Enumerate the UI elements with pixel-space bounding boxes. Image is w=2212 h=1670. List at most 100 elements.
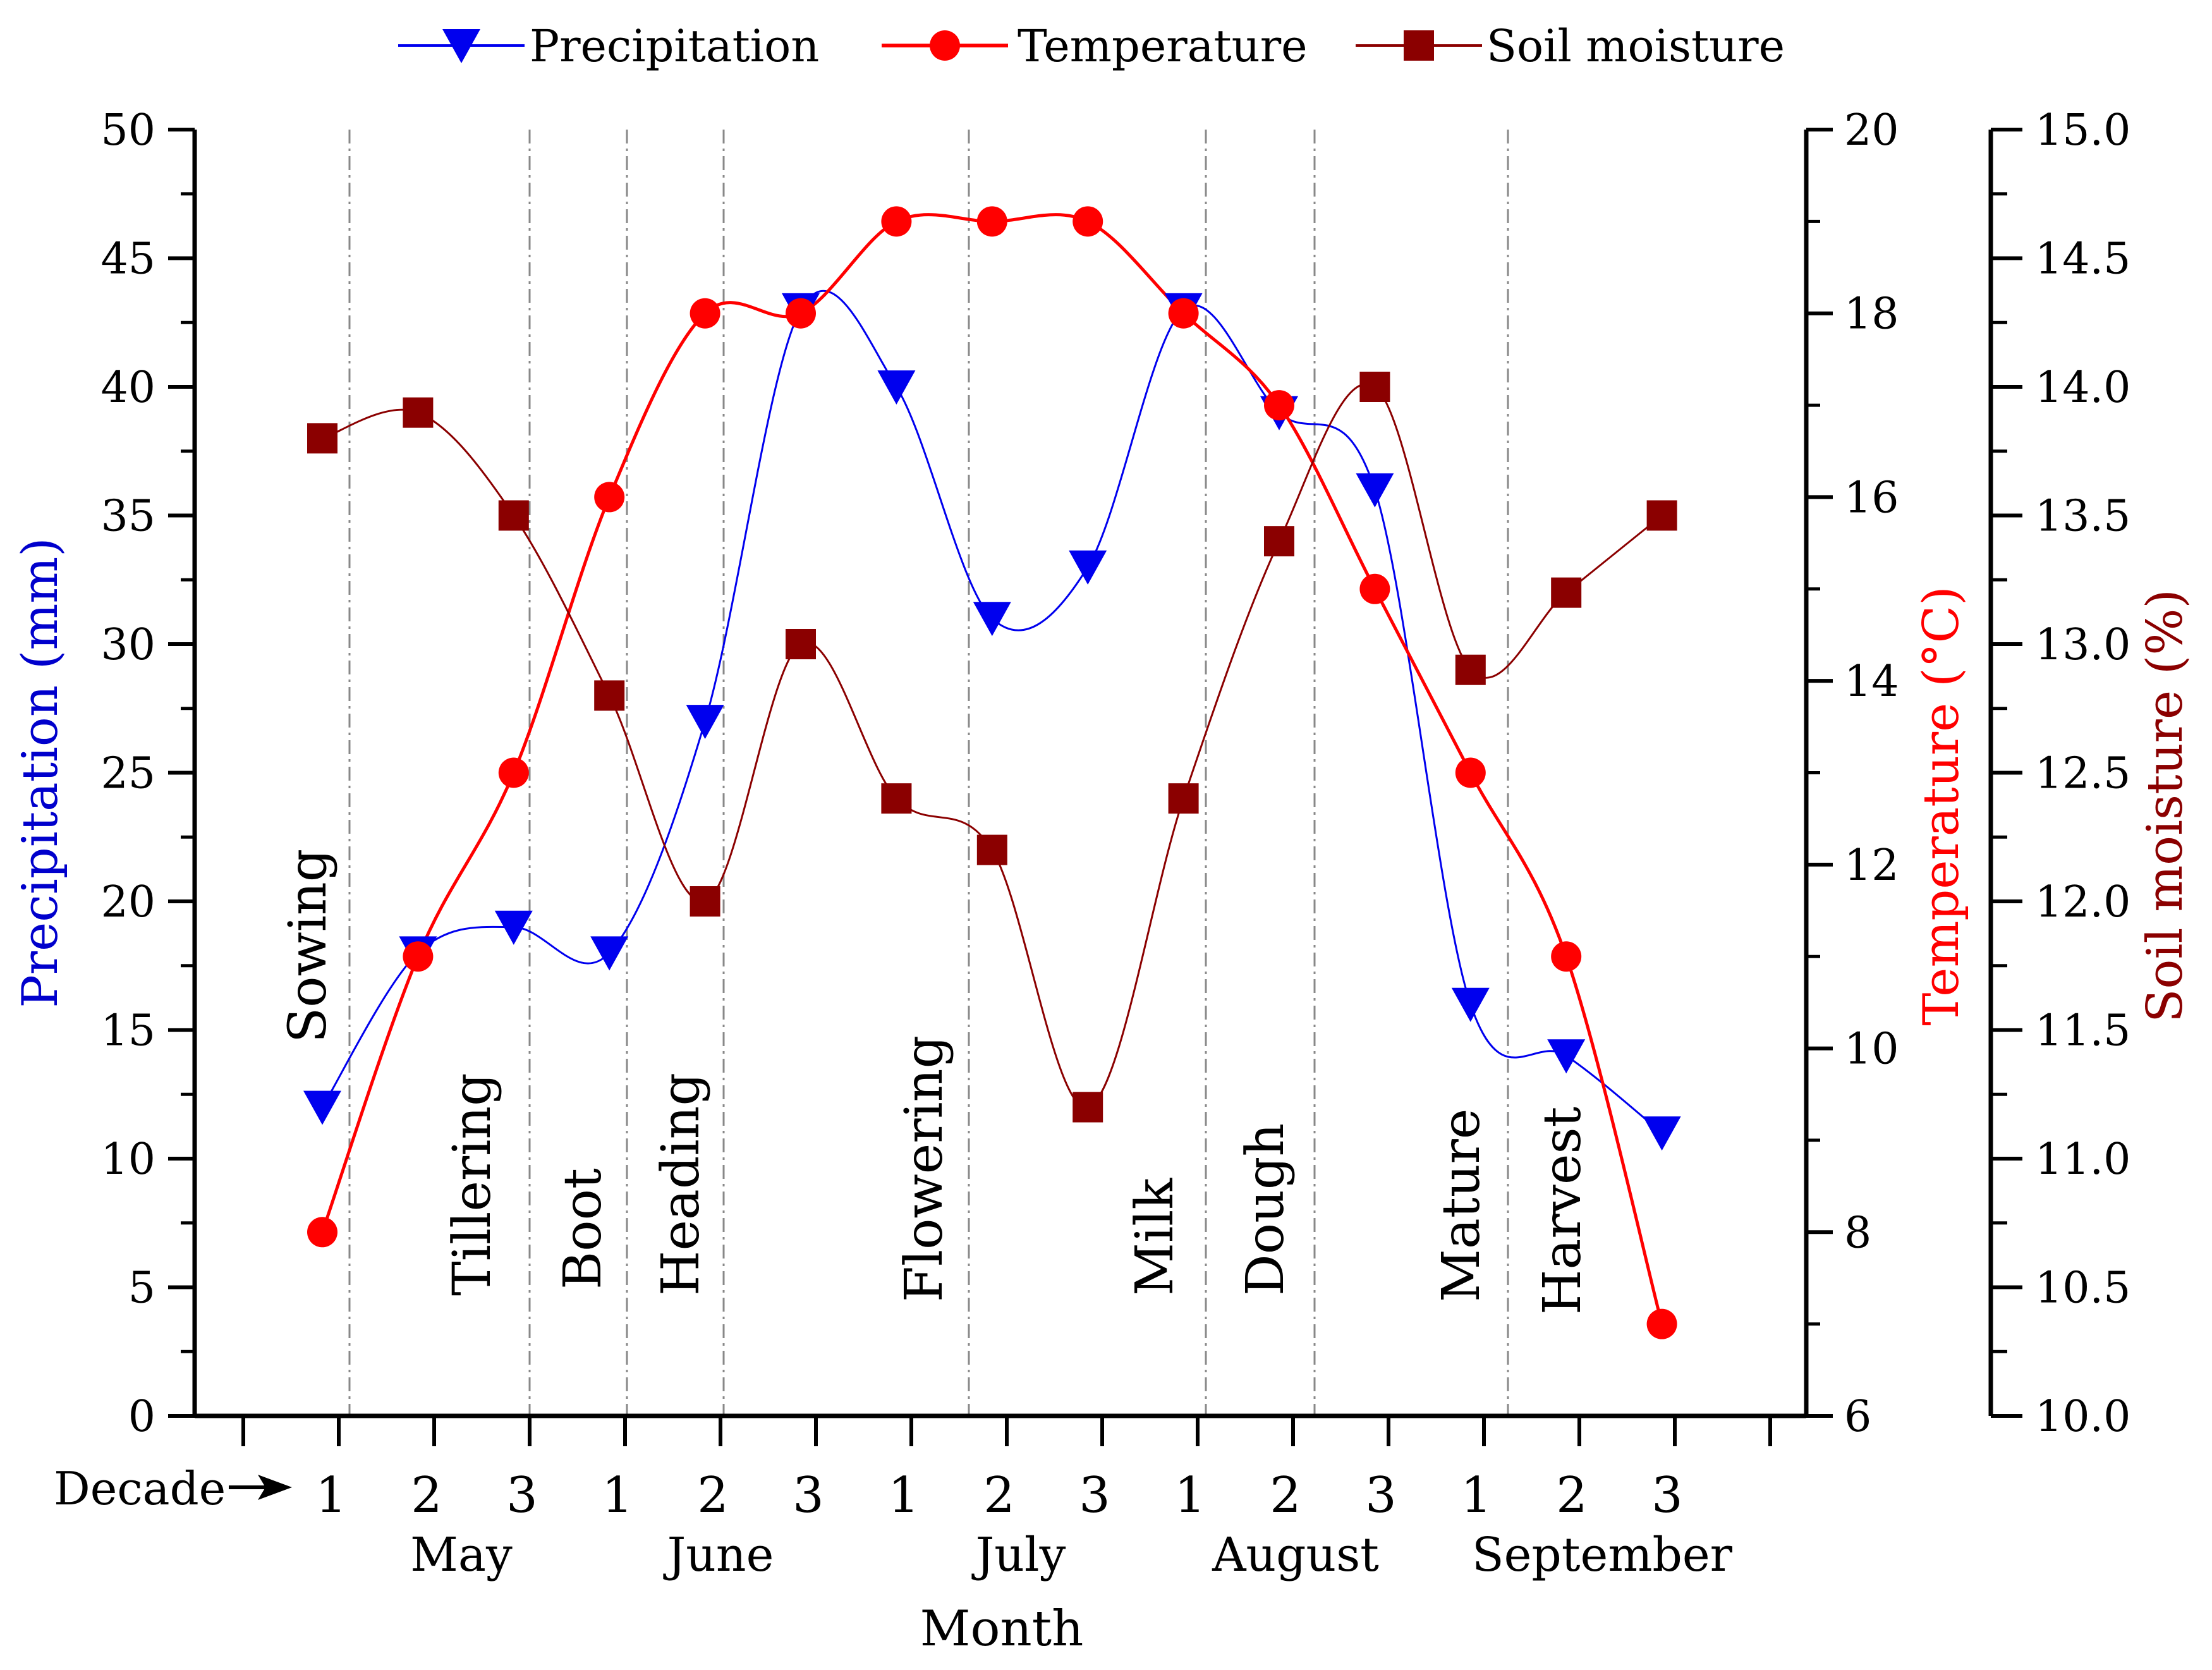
soil-tick-label: 12.0	[2035, 877, 2130, 927]
soil-moisture-point	[1455, 654, 1486, 685]
temperature-point	[1359, 573, 1390, 604]
stage-label: Sowing	[278, 849, 338, 1043]
left-tick-label: 45	[100, 235, 155, 284]
decade-tick-label: 1	[315, 1467, 347, 1524]
precipitation-point	[1356, 473, 1394, 508]
left-tick-label: 40	[100, 363, 155, 413]
soil-moisture-point	[976, 834, 1007, 865]
temperature-point	[976, 206, 1007, 237]
decade-tick-label: 1	[1461, 1467, 1492, 1524]
soil-moisture-point	[690, 886, 720, 917]
stage-label: Milk	[1125, 1178, 1185, 1296]
soil-tick-label: 13.0	[2035, 620, 2130, 670]
precipitation-point	[973, 602, 1011, 637]
soil-moisture-point	[881, 783, 912, 814]
temperature-point	[1455, 757, 1486, 788]
temperature-point	[403, 941, 434, 972]
temp-tick-label: 16	[1844, 473, 1899, 523]
soil-moisture-point	[594, 680, 625, 711]
left-tick-label: 20	[100, 877, 155, 927]
temperature-point	[594, 482, 625, 513]
soil-moisture-point	[498, 500, 529, 531]
stage-label: Flowering	[894, 1035, 954, 1302]
soil-tick-label: 12.5	[2035, 749, 2130, 799]
decade-label: Decade	[54, 1462, 226, 1515]
temp-tick-label: 18	[1844, 290, 1899, 339]
legend-marker-soil-moisture	[1404, 30, 1434, 61]
temperature-point	[690, 298, 720, 329]
decade-tick-label: 3	[506, 1467, 538, 1524]
temp-tick-label: 8	[1844, 1208, 1871, 1258]
soil-tick-label: 15.0	[2035, 106, 2130, 155]
left-tick-label: 15	[100, 1006, 155, 1056]
legend-label-precipitation: Precipitation	[530, 20, 819, 72]
temp-tick-label: 12	[1844, 841, 1899, 891]
soil-tick-label: 10.0	[2035, 1392, 2130, 1442]
soil-moisture-point	[403, 397, 434, 428]
soil-tick-label: 14.5	[2035, 235, 2130, 284]
decade-tick-label: 2	[411, 1467, 442, 1524]
temperature-point	[1168, 298, 1199, 329]
precipitation-point	[1069, 550, 1107, 585]
precipitation-point	[877, 370, 916, 405]
decade-tick-label: 3	[1079, 1467, 1110, 1524]
soil-tick-label: 11.0	[2035, 1135, 2130, 1185]
decade-tick-label: 3	[1365, 1467, 1397, 1524]
temp-tick-label: 20	[1844, 106, 1899, 155]
left-tick-label: 0	[128, 1392, 155, 1442]
temperature-point	[1264, 390, 1294, 421]
left-tick-label: 30	[100, 620, 155, 670]
series-line-soil-moisture	[322, 383, 1663, 1109]
decade-tick-label: 2	[1270, 1467, 1301, 1524]
soil-moisture-point	[1264, 526, 1294, 557]
series-line-precipitation	[321, 290, 1663, 1134]
left-tick-label: 35	[100, 492, 155, 542]
precipitation-point	[1451, 987, 1490, 1022]
temperature-point	[307, 1217, 337, 1248]
precipitation-point	[1643, 1116, 1681, 1151]
month-label: May	[410, 1528, 513, 1582]
soil-moisture-point	[786, 629, 816, 659]
soil-tick-label: 13.5	[2035, 492, 2130, 542]
soil-tick-label: 14.0	[2035, 363, 2130, 413]
month-label: August	[1212, 1528, 1379, 1582]
stage-label: Heading	[651, 1073, 711, 1296]
legend-label-temperature: Temperature	[1018, 20, 1308, 72]
legend-label-soil-moisture: Soil moisture	[1486, 20, 1785, 72]
soil-moisture-point	[1168, 783, 1199, 814]
month-label: June	[663, 1528, 774, 1582]
legend-marker-precipitation	[442, 29, 480, 63]
decade-tick-label: 2	[697, 1467, 729, 1524]
stage-label: Boot	[553, 1168, 613, 1289]
decade-tick-label: 2	[983, 1467, 1015, 1524]
soil-moisture-point	[307, 423, 337, 454]
decade-tick-label: 1	[888, 1467, 920, 1524]
temperature-point	[881, 206, 912, 237]
month-label: July	[971, 1528, 1066, 1582]
legend-marker-temperature	[930, 30, 960, 61]
soil-moisture-point	[1551, 577, 1582, 608]
temp-axis-title: Temperature (°C)	[1913, 586, 1970, 1025]
decade-tick-label: 3	[1651, 1467, 1683, 1524]
temp-tick-label: 6	[1844, 1392, 1871, 1442]
precipitation-point	[303, 1090, 341, 1125]
decade-arrow-head	[258, 1475, 292, 1500]
temperature-point	[1073, 206, 1103, 237]
precipitation-point	[1547, 1039, 1586, 1074]
temperature-point	[498, 757, 529, 788]
stage-label: Harvest	[1533, 1106, 1593, 1315]
x-axis-title: Month	[920, 1600, 1084, 1657]
temperature-point	[1646, 1308, 1677, 1339]
decade-tick-label: 3	[793, 1467, 824, 1524]
left-tick-label: 50	[100, 106, 155, 155]
stage-label: Tillering	[442, 1073, 502, 1296]
temperature-point	[1551, 941, 1582, 972]
precipitation-point	[494, 910, 533, 945]
soil-tick-label: 10.5	[2035, 1264, 2130, 1313]
soil-tick-label: 11.5	[2035, 1006, 2130, 1056]
decade-tick-label: 2	[1556, 1467, 1588, 1524]
left-tick-label: 10	[100, 1135, 155, 1185]
precipitation-point	[686, 705, 724, 740]
soil-moisture-point	[1073, 1092, 1103, 1123]
